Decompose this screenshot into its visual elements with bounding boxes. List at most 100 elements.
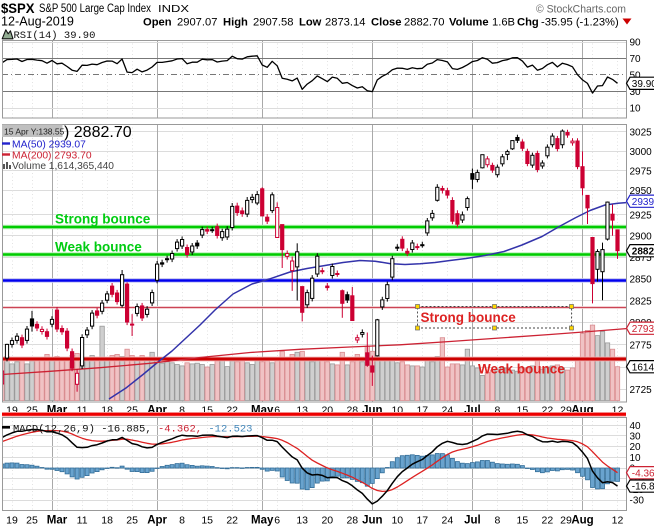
svg-text:2882.70: 2882.70	[404, 17, 444, 29]
svg-text:2775: 2775	[630, 341, 653, 352]
svg-text:29: 29	[560, 515, 572, 526]
svg-text:Volume: Volume	[449, 17, 489, 29]
svg-text:90: 90	[630, 38, 642, 49]
svg-text:12: 12	[612, 515, 624, 526]
svg-text:10: 10	[630, 104, 642, 115]
svg-text:18: 18	[101, 515, 113, 526]
svg-text:High: High	[223, 17, 248, 29]
svg-text:Close: Close	[371, 17, 401, 29]
svg-text:50: 50	[630, 71, 642, 82]
svg-text:2793.: 2793.	[632, 324, 654, 335]
svg-text:30: 30	[630, 432, 642, 443]
svg-text:20: 20	[321, 515, 333, 526]
svg-text:25: 25	[126, 515, 138, 526]
svg-text:6: 6	[274, 405, 280, 417]
svg-text:-35.95 (-1.23%): -35.95 (-1.23%)	[541, 17, 619, 29]
svg-text:24: 24	[442, 515, 454, 526]
svg-text:2939.: 2939.	[632, 197, 654, 208]
svg-text:MA(200) 2793.70: MA(200) 2793.70	[12, 151, 92, 162]
svg-text:2825: 2825	[630, 297, 653, 308]
svg-text:12-Aug-2019: 12-Aug-2019	[1, 15, 74, 29]
svg-text:$SPX: $SPX	[1, 0, 35, 16]
svg-text:25: 25	[26, 515, 38, 526]
svg-text:15: 15	[201, 405, 213, 417]
svg-text:RSI(14) 39.90: RSI(14) 39.90	[14, 30, 96, 42]
svg-text:13: 13	[296, 405, 308, 417]
svg-text:22: 22	[226, 515, 238, 526]
svg-text:2850: 2850	[630, 275, 653, 286]
svg-text:6: 6	[274, 515, 280, 526]
svg-text:© StockCharts.com: © StockCharts.com	[536, 4, 626, 16]
svg-text:2907.58: 2907.58	[253, 17, 293, 29]
svg-text:70: 70	[630, 54, 642, 65]
svg-text:Weak bounce: Weak bounce	[55, 240, 142, 255]
svg-text:28: 28	[346, 515, 358, 526]
svg-text:2882.: 2882.	[632, 246, 654, 257]
svg-text:39.90: 39.90	[632, 79, 654, 90]
svg-text:2975: 2975	[630, 166, 653, 177]
svg-text:29: 29	[560, 405, 572, 417]
svg-text:22: 22	[542, 405, 554, 417]
svg-text:MACD(12,26,9) -16.885, -4.362,: MACD(12,26,9) -16.885, -4.362, -12.523	[13, 424, 252, 436]
svg-text:Strong bounce: Strong bounce	[55, 212, 151, 227]
svg-text:30: 30	[630, 87, 642, 98]
svg-text:19: 19	[6, 515, 18, 526]
svg-text:18: 18	[101, 405, 113, 417]
svg-text:-16.88: -16.88	[632, 482, 654, 493]
svg-text:2907.07: 2907.07	[177, 17, 217, 29]
svg-text:Low: Low	[299, 17, 322, 29]
svg-text:13: 13	[296, 515, 308, 526]
svg-text:3025: 3025	[630, 127, 653, 138]
svg-text:40: 40	[630, 421, 642, 432]
svg-text:2873.14: 2873.14	[325, 17, 365, 29]
svg-text:15 Apr Y:138.55: 15 Apr Y:138.55	[4, 126, 65, 136]
svg-text:S&P 500 Large Cap Index: S&P 500 Large Cap Index	[39, 3, 151, 15]
svg-text:Jun: Jun	[362, 515, 382, 526]
svg-text:17: 17	[416, 405, 428, 417]
svg-text:25: 25	[26, 405, 38, 417]
svg-text:25: 25	[126, 405, 138, 417]
svg-text:INDX: INDX	[158, 3, 189, 15]
svg-text:2950: 2950	[630, 186, 653, 197]
svg-text:May: May	[251, 515, 274, 526]
svg-text:12: 12	[612, 405, 624, 417]
svg-text:10: 10	[391, 515, 403, 526]
svg-text:2725: 2725	[630, 385, 653, 396]
svg-text:Aug: Aug	[571, 515, 593, 526]
svg-text:Jul: Jul	[464, 515, 481, 526]
svg-text:8: 8	[179, 405, 185, 417]
svg-text:2900: 2900	[630, 232, 653, 243]
svg-text:15: 15	[517, 515, 529, 526]
svg-text:1.6B: 1.6B	[492, 17, 515, 29]
svg-text:19: 19	[6, 405, 18, 417]
svg-text:15: 15	[517, 405, 529, 417]
svg-text:11: 11	[77, 515, 88, 526]
svg-text:11: 11	[77, 405, 88, 417]
svg-text:Mar: Mar	[47, 515, 68, 526]
svg-text:22: 22	[226, 405, 238, 417]
svg-text:16143: 16143	[632, 362, 654, 373]
svg-text:20: 20	[630, 442, 642, 453]
svg-text:-4.362: -4.362	[632, 468, 654, 479]
svg-text:Strong bounce: Strong bounce	[421, 310, 517, 325]
svg-text:2925: 2925	[630, 210, 653, 221]
svg-text:17: 17	[416, 515, 428, 526]
svg-text:28: 28	[346, 405, 358, 417]
svg-text:Apr: Apr	[147, 515, 167, 526]
svg-text:20: 20	[321, 405, 333, 417]
svg-text:2875: 2875	[630, 253, 653, 264]
svg-text:Volume 1,614,365,440: Volume 1,614,365,440	[12, 161, 114, 172]
svg-text:8: 8	[179, 515, 185, 526]
svg-text:Weak bounce: Weak bounce	[478, 362, 565, 377]
svg-text:24: 24	[442, 405, 454, 417]
svg-text:) 2882.70: ) 2882.70	[64, 124, 132, 141]
svg-text:8: 8	[494, 405, 500, 417]
svg-text:MA(50) 2939.07: MA(50) 2939.07	[12, 140, 86, 151]
svg-text:10: 10	[630, 453, 642, 464]
svg-text:10: 10	[391, 405, 403, 417]
svg-text:-30: -30	[630, 496, 645, 507]
svg-text:15: 15	[201, 515, 213, 526]
svg-text:Chg: Chg	[517, 17, 539, 29]
svg-text:3000: 3000	[630, 147, 653, 158]
svg-text:22: 22	[542, 515, 554, 526]
